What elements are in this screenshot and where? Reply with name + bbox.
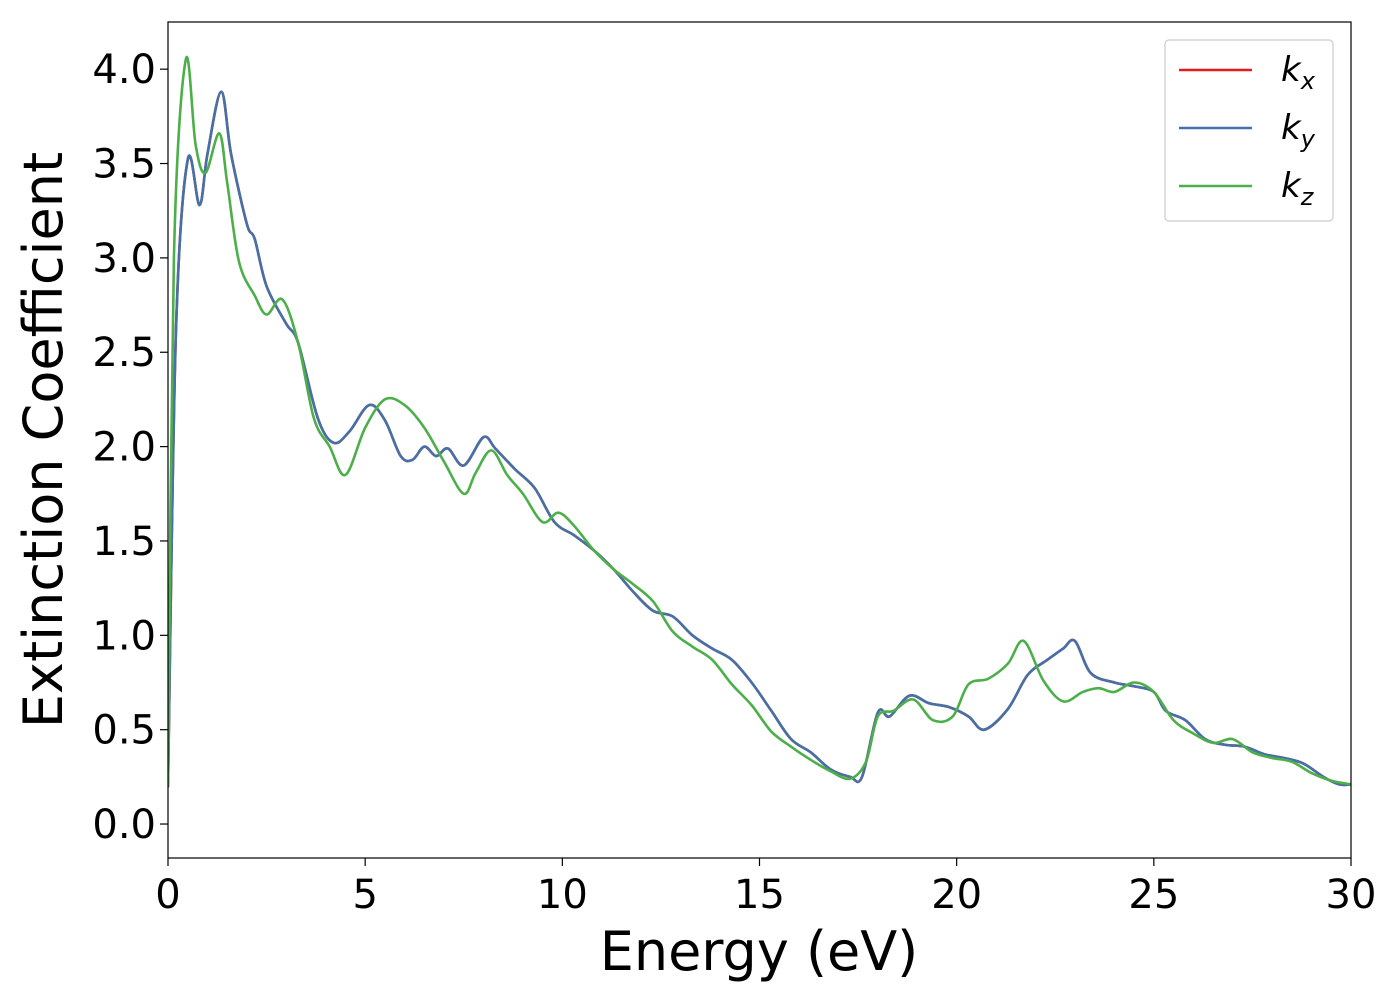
y-tick-label: 2.0 (92, 425, 156, 471)
y-tick-label: 2.5 (92, 330, 156, 376)
x-tick-label: 30 (1326, 872, 1377, 918)
x-tick-label: 0 (155, 872, 180, 918)
legend-label-y: ky (1281, 108, 1316, 153)
y-tick-label: 1.0 (92, 613, 156, 659)
x-axis: 0 5 10 15 20 25 30 (155, 858, 1376, 918)
x-tick-label: 10 (537, 872, 588, 918)
x-tick-label: 20 (931, 872, 982, 918)
y-axis-label: Extinction Coefficient (12, 152, 75, 728)
y-tick-label: 0.5 (92, 708, 156, 754)
legend-box (1164, 39, 1334, 222)
y-tick-label: 3.5 (92, 142, 156, 188)
x-axis-label: Energy (eV) (600, 920, 919, 983)
y-axis: 0.0 0.5 1.0 1.5 2.0 2.5 3.0 3.5 4.0 (92, 47, 168, 848)
legend-label-z: kz (1281, 166, 1315, 211)
series-layer (168, 55, 1351, 788)
legend: kx ky kz (1164, 39, 1334, 222)
x-tick-label: 15 (734, 872, 785, 918)
x-tick-label: 25 (1128, 872, 1179, 918)
series-line-k-z (168, 55, 1351, 788)
legend-label-x: kx (1281, 50, 1316, 95)
y-tick-label: 3.0 (92, 236, 156, 282)
y-tick-label: 0.0 (92, 802, 156, 848)
x-tick-label: 5 (352, 872, 377, 918)
series-line-k-y (168, 90, 1351, 788)
y-tick-label: 4.0 (92, 47, 156, 93)
plot-area (168, 22, 1351, 858)
y-tick-label: 1.5 (92, 519, 156, 565)
